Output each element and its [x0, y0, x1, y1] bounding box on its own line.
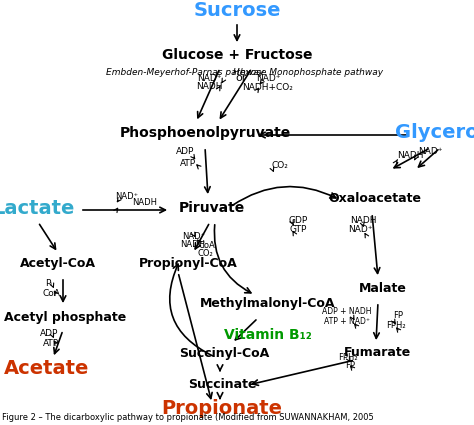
Text: NADH: NADH [397, 150, 423, 159]
Text: Methylmalonyl-CoA: Methylmalonyl-CoA [200, 297, 336, 309]
Text: ADP: ADP [40, 329, 58, 338]
Text: Propionate: Propionate [162, 399, 283, 417]
Text: Embden-Meyerhof-Parnas pathway: Embden-Meyerhof-Parnas pathway [106, 68, 264, 76]
Text: CO₂: CO₂ [197, 249, 213, 258]
Text: NAD⁺: NAD⁺ [197, 74, 221, 82]
Text: Glycerol: Glycerol [395, 122, 474, 142]
Text: Lactate: Lactate [0, 198, 74, 218]
Text: NADH: NADH [133, 198, 157, 207]
Text: Acetyl-CoA: Acetyl-CoA [20, 258, 96, 270]
Text: FP: FP [345, 362, 355, 371]
Text: Glucose + Fructose: Glucose + Fructose [162, 48, 312, 62]
Text: NADH: NADH [196, 82, 222, 91]
Text: NADH: NADH [350, 215, 376, 224]
Text: NAD⁺: NAD⁺ [348, 224, 372, 233]
Text: Hexose Monophosphate pathway: Hexose Monophosphate pathway [233, 68, 383, 76]
Text: NADH: NADH [181, 240, 206, 249]
Text: NAD⁺: NAD⁺ [182, 232, 206, 241]
Text: Succinyl-CoA: Succinyl-CoA [179, 348, 269, 360]
Text: Acetate: Acetate [4, 359, 90, 377]
Text: NAD⁺: NAD⁺ [256, 74, 280, 82]
Text: Figure 2 – The dicarboxylic pathway to propionate (Modified from SUWANNAKHAM, 20: Figure 2 – The dicarboxylic pathway to p… [2, 413, 374, 422]
Text: Succinate: Succinate [188, 377, 256, 391]
Text: Acetyl phosphate: Acetyl phosphate [4, 311, 126, 323]
Text: CoA: CoA [42, 289, 60, 298]
Text: CO₂: CO₂ [272, 161, 289, 170]
Text: Malate: Malate [359, 281, 407, 295]
Text: GDP: GDP [288, 215, 308, 224]
Text: GTP: GTP [289, 224, 307, 233]
Text: or: or [235, 73, 246, 83]
Text: Vitamin B₁₂: Vitamin B₁₂ [224, 328, 312, 342]
Text: ATP: ATP [180, 159, 196, 167]
Text: ATP: ATP [43, 340, 59, 348]
Text: FP: FP [393, 312, 403, 320]
Text: FPH₂: FPH₂ [338, 352, 358, 362]
Text: ADP + NADH: ADP + NADH [322, 308, 372, 317]
Text: NAD⁺: NAD⁺ [116, 192, 138, 201]
Text: ADP: ADP [176, 147, 194, 156]
Text: Propionyl-CoA: Propionyl-CoA [138, 258, 237, 270]
Text: Phosphoenolpyruvate: Phosphoenolpyruvate [119, 126, 291, 140]
Text: ATP + NAD⁺: ATP + NAD⁺ [324, 317, 370, 326]
Text: CoA: CoA [199, 241, 215, 249]
Text: NADH+CO₂: NADH+CO₂ [243, 82, 293, 91]
Text: Pᵢ: Pᵢ [46, 278, 53, 287]
Text: Piruvate: Piruvate [179, 201, 245, 215]
Text: Oxaloacetate: Oxaloacetate [328, 192, 421, 204]
Text: FPH₂: FPH₂ [386, 321, 406, 331]
Text: Fumarate: Fumarate [345, 346, 411, 360]
Text: NAD⁺: NAD⁺ [418, 147, 442, 156]
Text: Sucrose: Sucrose [193, 0, 281, 20]
